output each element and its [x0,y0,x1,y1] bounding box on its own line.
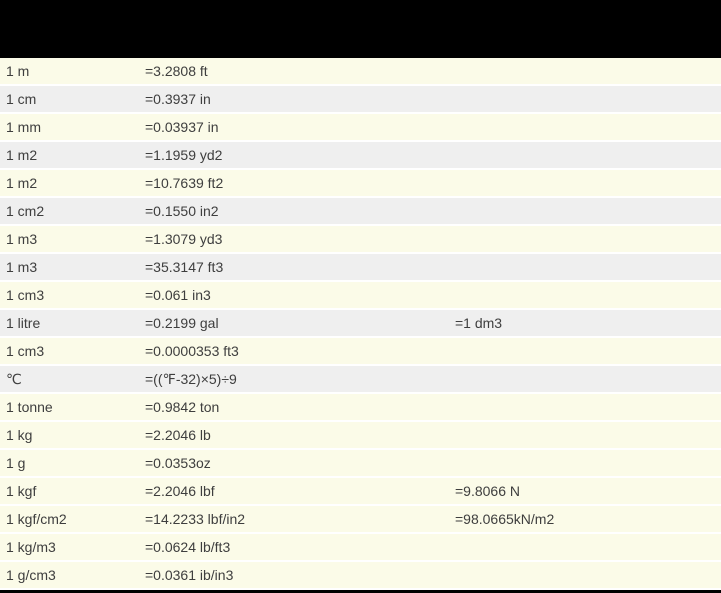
unit-cell: 1 mm [6,119,41,135]
unit-cell: 1 kg/m3 [6,539,56,555]
conversion-table: 1 m =3.2808 ft 1 cm =0.3937 in 1 mm =0.03937 … [0,58,721,590]
table-row: 1 kg =2.2046 lb [0,422,721,450]
unit-cell: ℃ [6,370,22,387]
unit-cell: 1 m [6,63,30,79]
conversion-cell: =2.2046 lb [145,427,211,443]
unit-cell: 1 cm [6,91,37,107]
table-row: 1 kgf/cm2 =14.2233 lbf/in2 =98.0665kN/m2 [0,506,721,534]
conversion-cell: =0.0353oz [145,455,211,471]
unit-cell: 1 cm2 [6,203,45,219]
conversion-cell: =0.0000353 ft3 [145,343,239,359]
conversion-cell: =2.2046 lbf [145,483,215,499]
table-row: 1 m =3.2808 ft [0,58,721,86]
table-row: ℃ =((℉-32)×5)÷9 [0,366,721,394]
table-row: 1 cm3 =0.0000353 ft3 [0,338,721,366]
table-row: 1 kgf =2.2046 lbf =9.8066 N [0,478,721,506]
conversion-cell: =0.0361 ib/in3 [145,567,234,583]
conversion-cell: =10.7639 ft2 [145,175,224,191]
conversion-cell: =3.2808 ft [145,63,208,79]
table-row: 1 g =0.0353oz [0,450,721,478]
unit-cell: 1 litre [6,315,41,331]
unit-cell: 1 g [6,455,26,471]
conversion-cell: =((℉-32)×5)÷9 [145,370,237,387]
conversion-cell: =1.3079 yd3 [145,231,223,247]
conversion-cell: =1.1959 yd2 [145,147,223,163]
table-row: 1 g/cm3 =0.0361 ib/in3 [0,562,721,590]
conversion-cell: =0.061 in3 [145,287,211,303]
unit-cell: 1 cm3 [6,287,45,303]
unit-cell: 1 kg [6,427,33,443]
si-equivalent-cell: =9.8066 N [455,483,520,499]
table-row: 1 m3 =1.3079 yd3 [0,226,721,254]
unit-cell: 1 tonne [6,399,53,415]
table-row: 1 m3 =35.3147 ft3 [0,254,721,282]
unit-cell: 1 m3 [6,259,38,275]
unit-cell: 1 kgf/cm2 [6,511,67,527]
conversion-cell: =0.3937 in [145,91,211,107]
table-row: 1 m2 =10.7639 ft2 [0,170,721,198]
conversion-cell: =14.2233 lbf/in2 [145,511,246,527]
table-row: 1 m2 =1.1959 yd2 [0,142,721,170]
table-row: 1 cm3 =0.061 in3 [0,282,721,310]
unit-cell: 1 m2 [6,147,38,163]
table-row: 1 mm =0.03937 in [0,114,721,142]
table-row: 1 cm2 =0.1550 in2 [0,198,721,226]
si-equivalent-cell: =1 dm3 [455,315,503,331]
table-header-bar [0,0,721,58]
conversion-cell: =0.9842 ton [145,399,220,415]
unit-cell: 1 m2 [6,175,38,191]
unit-cell: 1 g/cm3 [6,567,56,583]
bottom-border-bar [0,590,721,593]
conversion-cell: =35.3147 ft3 [145,259,224,275]
conversion-cell: =0.1550 in2 [145,203,219,219]
table-row: 1 litre =0.2199 gal =1 dm3 [0,310,721,338]
unit-cell: 1 m3 [6,231,38,247]
table-row: 1 tonne =0.9842 ton [0,394,721,422]
si-equivalent-cell: =98.0665kN/m2 [455,511,555,527]
unit-cell: 1 cm3 [6,343,45,359]
unit-cell: 1 kgf [6,483,37,499]
conversion-cell: =0.2199 gal [145,315,219,331]
conversion-cell: =0.0624 lb/ft3 [145,539,231,555]
conversion-cell: =0.03937 in [145,119,219,135]
table-row: 1 kg/m3 =0.0624 lb/ft3 [0,534,721,562]
table-row: 1 cm =0.3937 in [0,86,721,114]
